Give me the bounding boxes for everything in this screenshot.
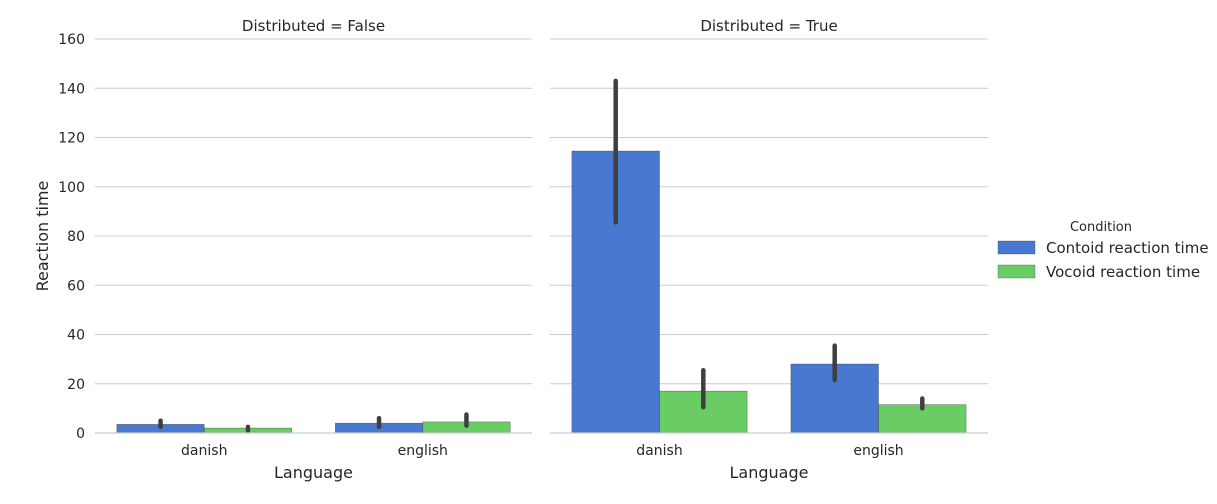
- legend-label: Vocoid reaction time: [1046, 263, 1200, 281]
- legend-swatch: [997, 240, 1036, 255]
- y-tick-label: 80: [67, 229, 85, 245]
- y-tick-label: 60: [67, 278, 85, 294]
- y-tick-label: 100: [58, 180, 85, 196]
- panel-title: Distributed = False: [242, 17, 385, 35]
- x-axis-label: Language: [274, 463, 353, 482]
- x-tick-label: english: [853, 443, 903, 459]
- y-tick-label: 40: [67, 328, 85, 344]
- y-tick-label: 140: [58, 81, 85, 97]
- y-tick-label: 120: [58, 131, 85, 147]
- x-tick-label: danish: [636, 443, 682, 459]
- legend-swatch: [997, 264, 1036, 279]
- x-tick-label: danish: [181, 443, 227, 459]
- legend-title: Condition: [1070, 220, 1132, 235]
- x-tick-label: english: [398, 443, 448, 459]
- y-tick-label: 0: [76, 426, 85, 442]
- y-tick-label: 20: [67, 377, 85, 393]
- legend-label: Contoid reaction time: [1046, 239, 1209, 257]
- panel-title: Distributed = True: [700, 17, 837, 35]
- y-axis-label: Reaction time: [33, 181, 52, 292]
- y-tick-label: 160: [58, 32, 85, 48]
- x-axis-label: Language: [730, 463, 809, 482]
